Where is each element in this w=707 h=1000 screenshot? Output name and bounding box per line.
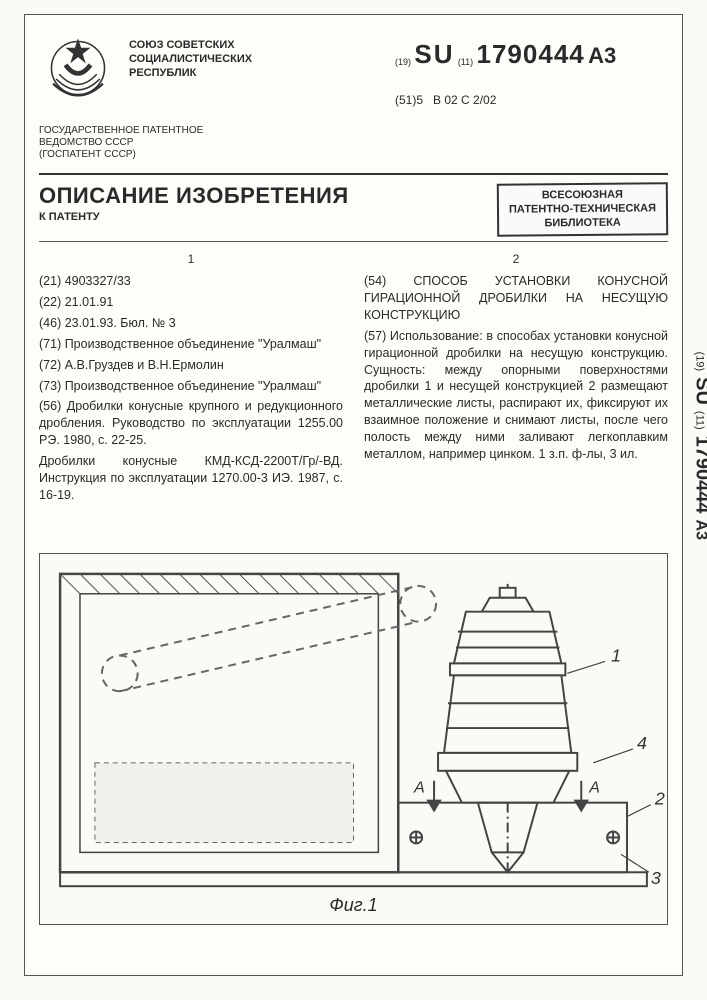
stamp-line: БИБЛИОТЕКА: [509, 216, 656, 231]
org-line: СОЦИАЛИСТИЧЕСКИХ: [129, 53, 339, 67]
kind-code: A3: [691, 520, 707, 540]
figure-1-panel: 1 4 2 3 А А Фиг.1: [39, 553, 668, 925]
org-line: СОЮЗ СОВЕТСКИХ: [129, 39, 339, 53]
column-2: 2 (54) СПОСОБ УСТАНОВКИ КОНУСНОЙ ГИРАЦИО…: [364, 251, 668, 467]
inid-19: (19): [395, 57, 411, 67]
library-stamp: ВСЕСОЮЗНАЯ ПАТЕНТНО-ТЕХНИЧЕСКАЯ БИБЛИОТЕ…: [497, 182, 668, 237]
biblio-columns: 1 (21) 4903327/33 (22) 21.01.91 (46) 23.…: [39, 251, 668, 545]
field-22: (22) 21.01.91: [39, 294, 343, 311]
field-56a: (56) Дробилки конусные крупного и редукц…: [39, 398, 343, 449]
inid-51: (51)5: [395, 93, 423, 107]
field-54: (54) СПОСОБ УСТАНОВКИ КОНУСНОЙ ГИРАЦИОНН…: [364, 273, 668, 324]
inid-11: (11): [693, 411, 705, 430]
callout-3: 3: [651, 868, 661, 888]
title-text: ОПИСАНИЕ ИЗОБРЕТЕНИЯ К ПАТЕНТУ: [39, 183, 349, 223]
field-72: (72) А.В.Груздев и В.Н.Ермолин: [39, 357, 343, 374]
inid-11: (11): [458, 57, 473, 67]
rule-top: [39, 173, 668, 175]
agency-line: ВЕДОМСТВО СССР: [39, 137, 249, 149]
callout-2: 2: [654, 789, 665, 809]
figure-1-drawing: 1 4 2 3 А А: [40, 554, 667, 924]
agency-line: ГОСУДАРСТВЕННОЕ ПАТЕНТНОЕ: [39, 125, 249, 137]
title-block: ОПИСАНИЕ ИЗОБРЕТЕНИЯ К ПАТЕНТУ ВСЕСОЮЗНА…: [39, 183, 668, 236]
ipc-code: В 02 С 2/02: [433, 93, 496, 107]
inid-19: (19): [693, 352, 705, 372]
org-line: РЕСПУБЛИК: [129, 67, 339, 81]
rule-mid: [39, 241, 668, 242]
ipc-classification: (51)5 В 02 С 2/02: [395, 93, 496, 107]
callout-4: 4: [637, 733, 647, 753]
field-73: (73) Производственное объединение "Уралм…: [39, 378, 343, 395]
field-57: (57) Использование: в способах установки…: [364, 328, 668, 463]
column-1: 1 (21) 4903327/33 (22) 21.01.91 (46) 23.…: [39, 251, 343, 508]
kind-code: A3: [588, 43, 616, 68]
field-71: (71) Производственное объединение "Уралм…: [39, 336, 343, 353]
section-A-left: А: [413, 780, 425, 797]
column-number: 2: [364, 251, 668, 267]
field-21: (21) 4903327/33: [39, 273, 343, 290]
agency-line: (ГОСПАТЕНТ СССР): [39, 149, 249, 161]
issuing-union: СОЮЗ СОВЕТСКИХ СОЦИАЛИСТИЧЕСКИХ РЕСПУБЛИ…: [129, 39, 339, 80]
ussr-emblem-icon: [39, 29, 117, 107]
field-56b: Дробилки конусные КМД-КСД-2200Т/Гр/-ВД. …: [39, 453, 343, 504]
country-code: SU: [690, 377, 707, 405]
doc-number: 1790444: [690, 436, 707, 514]
page-frame: СОЮЗ СОВЕТСКИХ СОЦИАЛИСТИЧЕСКИХ РЕСПУБЛИ…: [24, 14, 683, 976]
publication-number: (19) SU (11) 1790444 A3: [395, 39, 616, 70]
country-code: SU: [414, 39, 454, 69]
stamp-line: ПАТЕНТНО-ТЕХНИЧЕСКАЯ: [509, 202, 656, 217]
spine-publication-number: (19) SU (11) 1790444 A3: [690, 352, 707, 540]
field-46: (46) 23.01.93. Бюл. № 3: [39, 315, 343, 332]
column-number: 1: [39, 251, 343, 267]
patent-agency: ГОСУДАРСТВЕННОЕ ПАТЕНТНОЕ ВЕДОМСТВО СССР…: [39, 125, 249, 161]
section-A-right: А: [588, 780, 600, 797]
document-title: ОПИСАНИЕ ИЗОБРЕТЕНИЯ: [39, 183, 349, 209]
figure-label: Фиг.1: [329, 895, 377, 916]
document-subtitle: К ПАТЕНТУ: [39, 211, 349, 223]
callout-1: 1: [611, 645, 621, 665]
stamp-line: ВСЕСОЮЗНАЯ: [509, 188, 656, 203]
doc-number: 1790444: [477, 39, 585, 69]
